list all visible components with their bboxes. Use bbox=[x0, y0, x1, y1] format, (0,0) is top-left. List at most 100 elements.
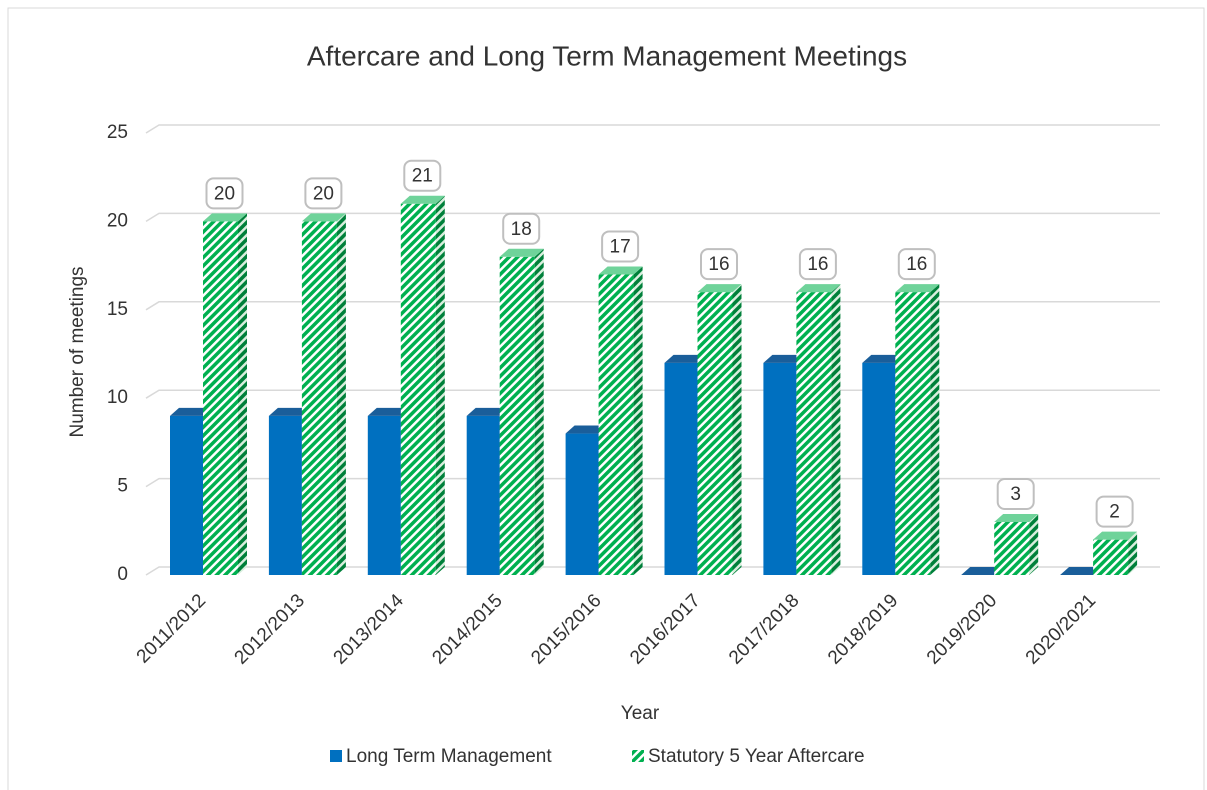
bar-front bbox=[994, 521, 1030, 575]
bar bbox=[961, 567, 1004, 575]
bar bbox=[796, 284, 841, 575]
data-label: 3 bbox=[1010, 484, 1021, 505]
bar bbox=[499, 248, 544, 575]
data-label: 2 bbox=[1109, 502, 1120, 523]
bar-front bbox=[862, 362, 896, 575]
data-label-box bbox=[205, 177, 244, 210]
bar bbox=[1060, 567, 1103, 575]
bar-side bbox=[1128, 531, 1138, 575]
bar-front bbox=[367, 415, 401, 575]
data-label: 16 bbox=[708, 254, 729, 275]
grid-line bbox=[145, 124, 1160, 134]
bar-front bbox=[697, 292, 733, 575]
chart-title: Aftercare and Long Term Management Meeti… bbox=[307, 40, 907, 71]
data-label-box bbox=[502, 212, 541, 245]
x-tick-label: 2011/2012 bbox=[133, 590, 210, 667]
legend-swatch bbox=[632, 750, 644, 762]
bar-front bbox=[664, 362, 698, 575]
bar-top bbox=[598, 266, 643, 275]
data-label: 18 bbox=[511, 219, 532, 240]
bar-top bbox=[1093, 531, 1138, 540]
data-label-box bbox=[798, 248, 837, 281]
legend-label: Long Term Management bbox=[346, 746, 552, 767]
data-label: 17 bbox=[610, 236, 631, 257]
bar bbox=[1093, 531, 1138, 575]
bar-top bbox=[170, 407, 212, 416]
bar-top bbox=[466, 407, 509, 416]
bar-side bbox=[732, 284, 742, 575]
grid-line bbox=[145, 212, 1160, 223]
bar-side bbox=[238, 213, 247, 575]
x-tick-label: 2014/2015 bbox=[428, 590, 506, 668]
x-tick-label: 2016/2017 bbox=[626, 590, 704, 668]
bar-front bbox=[400, 203, 436, 575]
bar-front bbox=[268, 415, 302, 575]
y-tick-label: 20 bbox=[107, 210, 128, 231]
bar-top bbox=[203, 213, 247, 222]
bar-top bbox=[400, 195, 445, 204]
bar-side bbox=[1029, 513, 1039, 575]
y-tick-label: 25 bbox=[107, 122, 128, 143]
y-tick-label: 15 bbox=[107, 299, 128, 320]
bar-front bbox=[499, 256, 535, 575]
x-axis-label: Year bbox=[621, 703, 660, 724]
bar-front bbox=[565, 433, 599, 575]
bar-top bbox=[895, 284, 940, 293]
bar-side bbox=[336, 213, 346, 575]
bar bbox=[301, 213, 346, 575]
legend-swatch bbox=[330, 750, 342, 762]
x-tick-label: 2020/2021 bbox=[1022, 590, 1100, 668]
x-tick-label: 2013/2014 bbox=[330, 590, 409, 669]
bar-top bbox=[994, 513, 1039, 522]
bar-top bbox=[796, 284, 841, 293]
chart-border bbox=[7, 7, 1205, 790]
bar-front bbox=[796, 292, 832, 575]
bar-top bbox=[862, 354, 905, 363]
y-tick-label: 5 bbox=[117, 476, 128, 497]
bar bbox=[994, 513, 1039, 575]
bar-front bbox=[170, 415, 203, 575]
bar-side bbox=[633, 266, 643, 575]
bar-top bbox=[664, 354, 707, 363]
x-tick-label: 2017/2018 bbox=[725, 590, 803, 668]
y-axis-label: Number of meetings bbox=[67, 266, 88, 437]
bar-front bbox=[1093, 539, 1129, 575]
bar-front bbox=[895, 292, 931, 575]
bar-top bbox=[499, 248, 544, 257]
bar bbox=[203, 213, 247, 575]
bar bbox=[895, 284, 940, 575]
data-label: 16 bbox=[906, 254, 927, 275]
bar-side bbox=[831, 284, 841, 575]
data-label: 20 bbox=[313, 183, 334, 204]
bar-front bbox=[203, 221, 238, 575]
data-label: 20 bbox=[214, 183, 235, 204]
grid-line bbox=[145, 301, 1160, 311]
grid-line bbox=[145, 389, 1160, 399]
bar-front bbox=[301, 221, 337, 575]
bar-front bbox=[598, 274, 634, 575]
data-label: 21 bbox=[412, 166, 433, 187]
bar bbox=[400, 195, 445, 575]
bar-front bbox=[466, 415, 500, 575]
data-label-box bbox=[1095, 495, 1134, 528]
bar-top bbox=[961, 567, 1004, 575]
x-tick-label: 2019/2020 bbox=[923, 590, 1001, 668]
bar-top bbox=[565, 425, 608, 434]
data-label-box bbox=[996, 477, 1035, 510]
bar bbox=[697, 284, 742, 575]
bar-side bbox=[534, 248, 544, 575]
bar-top bbox=[301, 213, 346, 222]
legend-label: Statutory 5 Year Aftercare bbox=[648, 746, 865, 767]
x-tick-label: 2018/2019 bbox=[824, 590, 902, 668]
x-tick-label: 2012/2013 bbox=[231, 590, 309, 668]
bar bbox=[598, 266, 643, 575]
data-label-box bbox=[897, 248, 936, 281]
data-label: 16 bbox=[807, 254, 828, 275]
y-tick-label: 10 bbox=[107, 387, 128, 408]
bar-top bbox=[268, 407, 311, 416]
data-label-box bbox=[304, 177, 343, 210]
data-label-box bbox=[601, 230, 640, 263]
bar-top bbox=[367, 407, 410, 416]
bar-top bbox=[697, 284, 742, 293]
